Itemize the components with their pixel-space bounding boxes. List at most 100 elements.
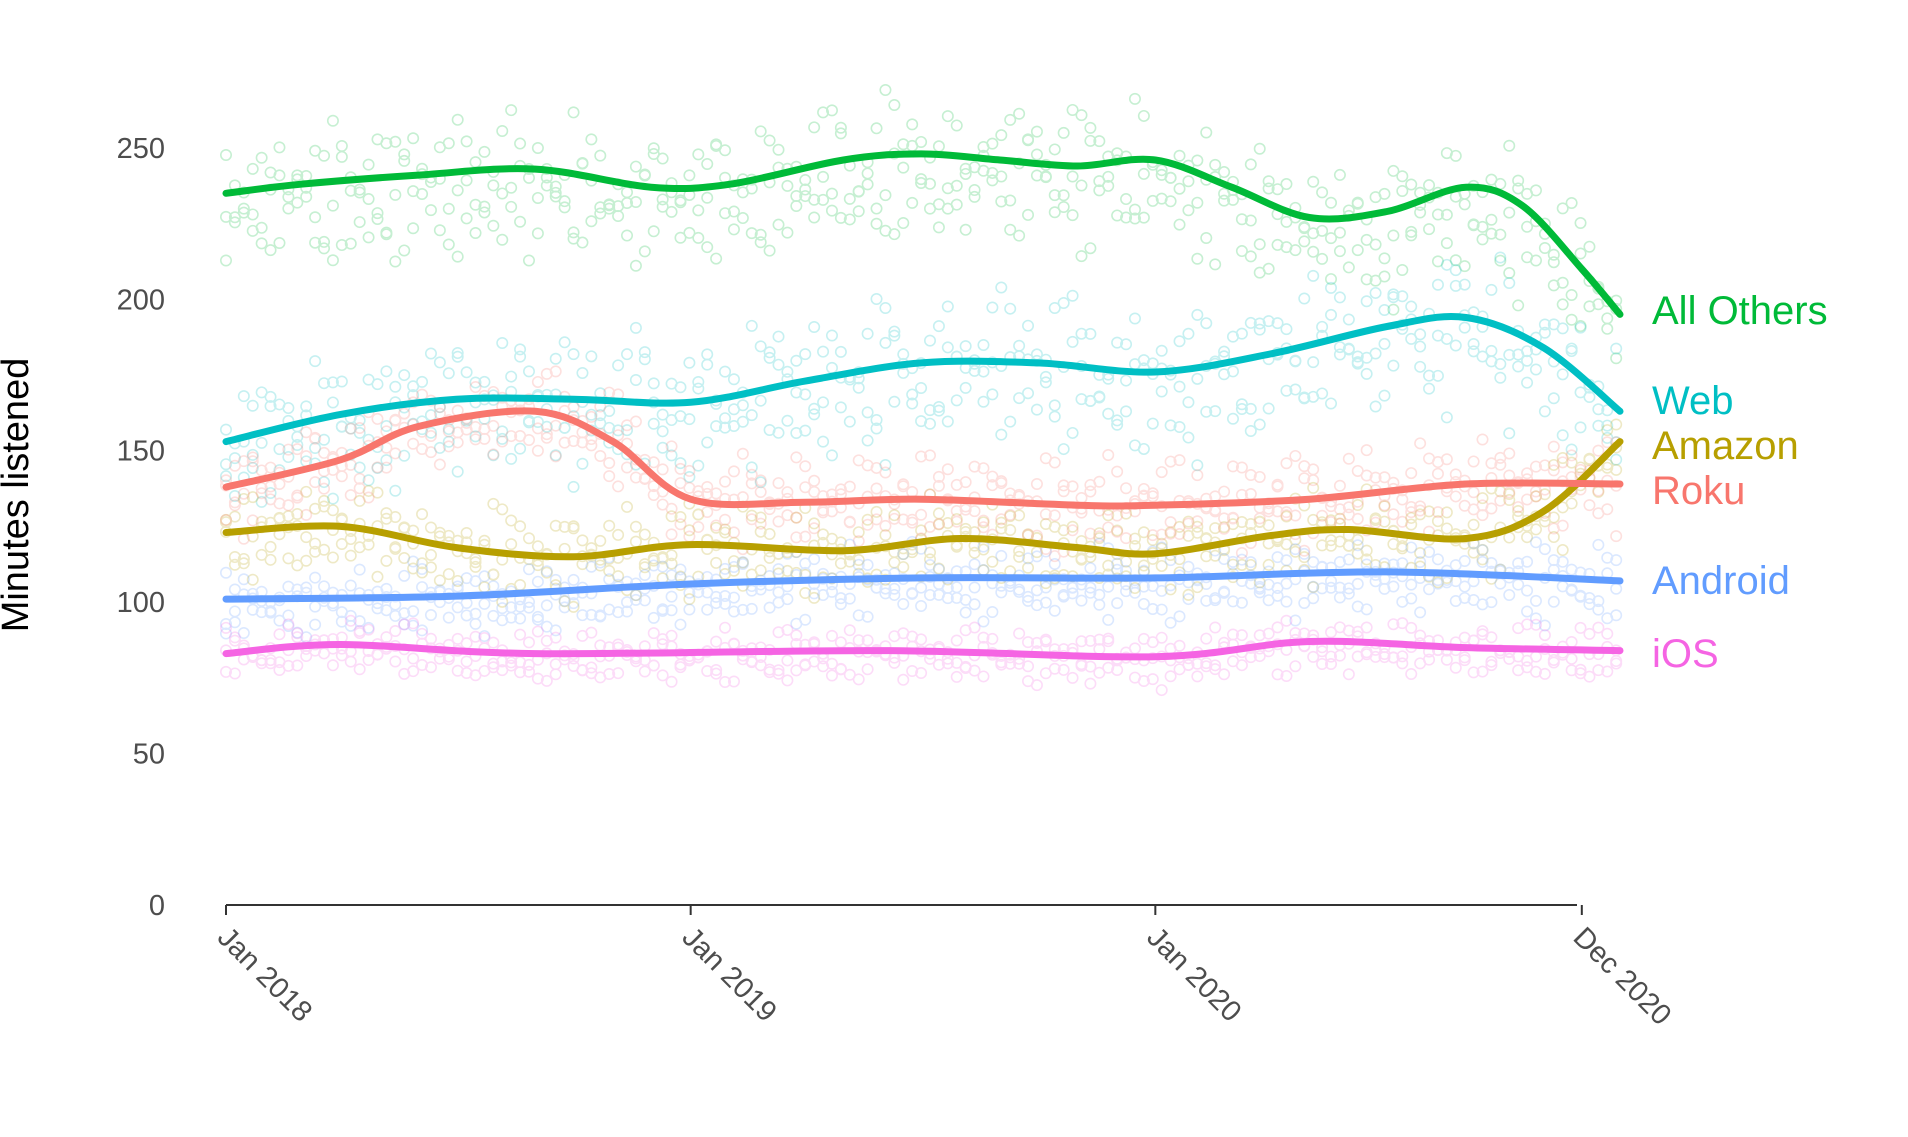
y-tick-label: 50 [133,739,165,771]
data-point [1173,335,1186,348]
data-point [834,598,847,611]
data-point [603,421,616,434]
data-point [460,655,473,668]
data-point [389,624,402,637]
data-point [353,461,366,474]
data-point [228,551,241,564]
data-point [772,358,785,371]
data-point [879,458,892,471]
data-point [1333,348,1346,361]
data-point [745,656,758,669]
data-point [1093,598,1106,611]
data-point [834,663,847,676]
data-point [1369,512,1382,525]
data-point [309,355,322,368]
data-point [1039,581,1052,594]
data-point [1226,365,1239,378]
data-point [692,485,705,498]
data-point [1351,357,1364,370]
data-point [1120,532,1133,545]
data-point [986,606,999,619]
data-point [1084,660,1097,673]
data-point [932,401,945,414]
data-point [727,605,740,618]
data-point [1200,232,1213,245]
data-point [1262,315,1275,328]
data-point [772,218,785,231]
data-point [1200,550,1213,563]
data-point [451,574,464,587]
data-point [1538,629,1551,642]
data-point [781,486,794,499]
data-point [638,558,651,571]
data-point [389,255,402,268]
data-point [496,432,509,445]
data-point [478,206,491,219]
data-point [273,614,286,627]
data-point [1449,149,1462,162]
data-point [1146,490,1159,503]
data-point [1325,500,1338,513]
data-point [727,403,740,416]
data-point [451,426,464,439]
data-point [1155,559,1168,572]
data-point [1601,436,1614,449]
data-point [353,183,366,196]
data-point [1048,662,1061,675]
data-point [1342,508,1355,521]
data-point [300,531,313,544]
data-point [1004,194,1017,207]
data-point [1191,657,1204,670]
data-point [1387,580,1400,593]
data-point [1253,582,1266,595]
data-point [309,441,322,454]
data-point [825,104,838,117]
data-point [1316,539,1329,552]
data-point [665,449,678,462]
data-point [647,552,660,565]
data-point [522,665,535,678]
data-point [1556,519,1569,532]
data-point [808,408,821,421]
data-point [825,449,838,462]
data-point [1280,384,1293,397]
data-point [1307,463,1320,476]
data-point [1476,555,1489,568]
data-point [1075,179,1088,192]
data-point [1574,663,1587,676]
data-point [549,519,562,532]
data-point [1592,507,1605,520]
data-point [1075,109,1088,122]
data-point [514,520,527,533]
data-point [1592,298,1605,311]
data-point [1378,337,1391,350]
data-point [1164,670,1177,683]
data-point [692,508,705,521]
data-point [433,458,446,471]
data-point [594,450,607,463]
data-point [353,625,366,638]
series-points-group [220,535,1623,644]
data-point [950,198,963,211]
data-point [549,658,562,671]
data-point [629,374,642,387]
data-point [1244,469,1257,482]
data-point [763,601,776,614]
data-point [1200,632,1213,645]
data-point [1271,183,1284,196]
data-point [1066,671,1079,684]
data-point [1075,659,1088,672]
data-point [1538,318,1551,331]
data-point [888,329,901,342]
data-point [282,190,295,203]
data-point [763,351,776,364]
data-point [478,432,491,445]
data-point [1351,196,1364,209]
data-point [1360,646,1373,659]
data-point [665,629,678,642]
data-point [612,570,625,583]
data-point [1128,203,1141,216]
data-point [442,435,455,448]
data-point [353,615,366,628]
data-point [1075,552,1088,565]
